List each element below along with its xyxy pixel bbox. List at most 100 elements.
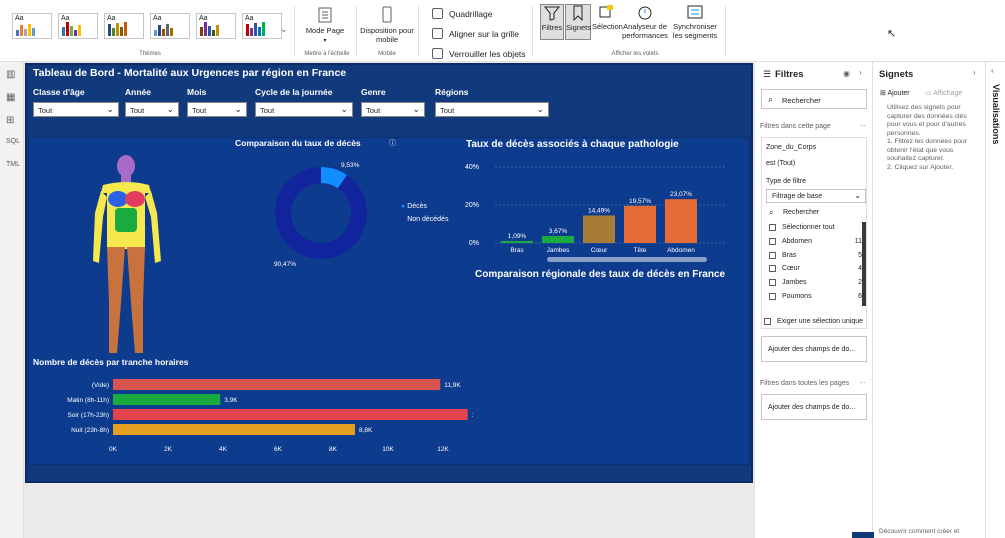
filter-item-checkbox[interactable] [769, 237, 776, 245]
chevron-down-icon: ⌄ [412, 104, 420, 114]
pathology-bar[interactable] [583, 215, 615, 243]
pathology-bar[interactable] [665, 199, 697, 243]
slicer-dropdown[interactable]: Tout ⌄ [187, 102, 247, 117]
bar-value-label: 19,57% [629, 198, 651, 205]
filter-list-scrollbar[interactable] [862, 222, 866, 306]
filter-item-checkbox[interactable] [769, 251, 776, 259]
hour-bar[interactable] [113, 379, 441, 390]
visualizations-pane-collapsed[interactable]: ‹ Visualisations [985, 62, 1005, 538]
slicer-dropdown[interactable]: Tout ⌄ [255, 102, 353, 117]
pathology-bar[interactable] [624, 205, 656, 243]
filter-item-checkbox[interactable] [769, 279, 776, 287]
add-bookmark-button[interactable]: ⊞ Ajouter [880, 89, 910, 97]
view-bookmark-button[interactable]: ▭ Affichage [925, 89, 962, 97]
filter-item[interactable]: Bras [769, 251, 797, 259]
pathology-bar[interactable] [501, 240, 533, 243]
themes-more-chevron-icon[interactable]: ⌄ [280, 24, 288, 34]
dax-query-icon[interactable]: SQL [6, 138, 21, 145]
filter-item-checkbox[interactable] [769, 265, 776, 273]
add-fields-dropzone-all-pages[interactable]: Ajouter des champs de do... [761, 394, 867, 420]
more-options-icon[interactable]: … [859, 121, 866, 128]
chart-scrollbar[interactable] [547, 257, 707, 262]
require-single-checkbox[interactable]: Exiger une sélection unique [764, 318, 863, 325]
slicer-label: Classe d'âge [33, 87, 85, 97]
lock-objects-box[interactable] [432, 48, 443, 59]
bookmarks-pane-button[interactable]: Signets [565, 4, 591, 40]
eye-icon[interactable]: ◉ [843, 69, 850, 78]
collapse-filters-icon[interactable]: › [859, 68, 862, 77]
theme-3[interactable]: Aa [104, 13, 144, 39]
donut-slice[interactable] [275, 167, 367, 259]
filter-item-checkbox[interactable] [769, 224, 776, 231]
filters-search-box[interactable]: ⌕ Rechercher [761, 89, 867, 109]
chevron-down-icon: ⌄ [234, 104, 242, 114]
report-view-icon[interactable]: ▥ [6, 69, 16, 80]
chevron-down-icon: ⌄ [106, 104, 114, 114]
category-label: Tête [633, 247, 646, 254]
theme-1[interactable]: Aa [12, 13, 52, 39]
snap-grid-checkbox[interactable]: Aligner sur la grille [432, 28, 519, 39]
page-view-label: Mode Page [305, 26, 345, 35]
filter-item-label: Bras [782, 251, 797, 259]
tmdl-view-icon[interactable]: TML [6, 161, 20, 168]
theme-swatch [258, 27, 261, 36]
page-view-button[interactable]: Mode Page ▾ [305, 6, 345, 46]
donut-slice[interactable] [321, 167, 347, 189]
theme-6[interactable]: Aa [242, 13, 282, 39]
filter-type-dropdown[interactable]: Filtrage de base ⌄ [766, 189, 866, 203]
hour-bar[interactable] [113, 394, 221, 405]
view-bookmark-label: Affichage [933, 90, 963, 97]
data-view-icon[interactable]: ▦ [6, 92, 16, 103]
theme-2[interactable]: Aa [58, 13, 98, 39]
performance-analyzer-button[interactable]: Analyseur de performances [622, 4, 668, 40]
filter-item[interactable]: Abdomen [769, 237, 812, 245]
theme-swatch [62, 27, 65, 36]
theme-preview-text: Aa [15, 15, 24, 22]
add-fields-dropzone[interactable]: Ajouter des champs de do... [761, 336, 867, 362]
filter-item[interactable]: Poumons [769, 293, 812, 300]
slicer-dropdown[interactable]: Tout ⌄ [33, 102, 119, 117]
bookmarks-learn-link[interactable]: Découvrir comment créer et [879, 528, 960, 535]
pathology-bar-chart[interactable]: 40% 20% 0% 1,09% Bras 3,67% Jambes 14,49% Cœur 19… [457, 157, 727, 263]
snap-grid-box[interactable] [432, 28, 443, 39]
model-view-icon[interactable]: ⊞ [6, 115, 15, 126]
theme-5[interactable]: Aa [196, 13, 236, 39]
legend-non-decedes[interactable]: ● Non décédés [401, 216, 448, 223]
hour-bar[interactable] [113, 424, 355, 435]
expand-viz-icon[interactable]: ‹ [991, 66, 994, 75]
filter-item-checkbox[interactable] [769, 293, 776, 300]
inner-search-placeholder[interactable]: Rechercher [783, 209, 820, 216]
theme-swatch-bars [108, 22, 127, 36]
selection-pane-button[interactable]: Sélection [592, 4, 623, 31]
filter-item[interactable]: Jambes [769, 279, 807, 287]
filters-pane-button[interactable]: Filtres [540, 4, 564, 40]
x-tick-label: 0K [109, 446, 118, 453]
theme-swatch [74, 30, 77, 36]
theme-4[interactable]: Aa [150, 13, 190, 39]
filter-item[interactable]: Cœur [769, 265, 800, 273]
slicer-dropdown[interactable]: Tout ⌄ [361, 102, 425, 117]
collapse-bookmarks-icon[interactable]: › [973, 68, 976, 77]
slicer-label: Mois [187, 87, 207, 97]
lock-objects-checkbox[interactable]: Verrouiller les objets [432, 48, 526, 59]
hours-bar-chart[interactable]: 0K 2K 4K 6K 8K 10K 12K (Vide) 11,9K Matin (8h-11h… [33, 375, 473, 457]
hour-bar[interactable] [113, 409, 468, 420]
filter-icon [543, 6, 561, 21]
gridlines-box[interactable] [432, 8, 443, 19]
require-single-box[interactable] [764, 318, 771, 325]
hour-category-label: Soir (17h-23h) [67, 412, 109, 419]
donut-chart[interactable] [273, 165, 369, 261]
more-options-all-pages-icon[interactable]: … [859, 378, 866, 385]
slicer-dropdown[interactable]: Tout ⌄ [435, 102, 549, 117]
filter-card[interactable] [761, 137, 867, 329]
slicer-dropdown[interactable]: Tout ⌄ [125, 102, 179, 117]
legend-deces[interactable]: ● Décès [401, 203, 427, 210]
panes-group-label: Afficher les volets [611, 51, 659, 57]
page-tab-indicator[interactable] [852, 532, 874, 538]
filter-item[interactable]: Sélectionner tout [769, 224, 835, 231]
sync-slicers-button[interactable]: Synchroniser les segments [668, 4, 722, 40]
pathology-bar[interactable] [542, 236, 574, 243]
info-icon[interactable]: ⓘ [389, 140, 396, 147]
gridlines-checkbox[interactable]: Quadrillage [432, 8, 492, 19]
mobile-layout-button[interactable]: Disposition pour mobile [360, 6, 414, 44]
